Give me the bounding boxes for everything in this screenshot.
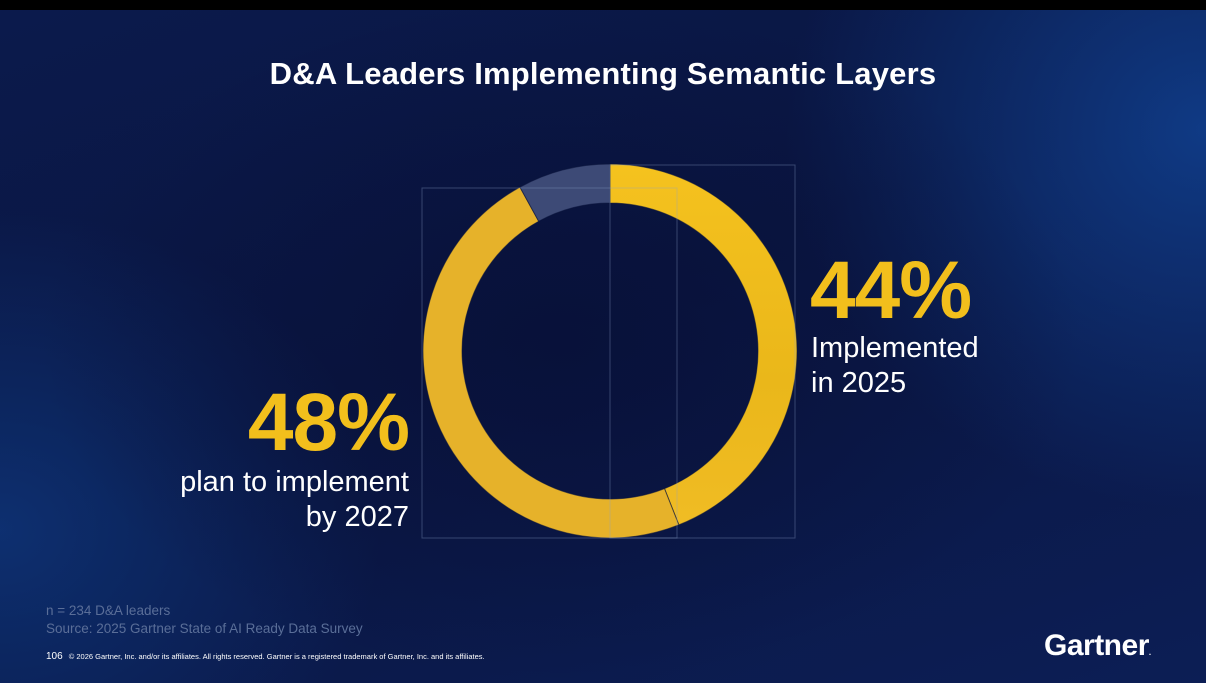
implemented-caption-line-1: Implemented	[811, 332, 979, 364]
copyright-text: © 2026 Gartner, Inc. and/or its affiliat…	[68, 652, 485, 661]
implemented-caption-line-2: in 2025	[811, 367, 907, 399]
gartner-logo: Gartner.	[1044, 629, 1151, 663]
planned-percent-label: 48%	[247, 377, 410, 468]
footnote: n = 234 D&A leaders Source: 2025 Gartner…	[46, 602, 363, 638]
planned-caption-line-2: by 2027	[305, 501, 409, 533]
donut-slice-3	[519, 163, 611, 222]
chart-title: D&A Leaders Implementing Semantic Layers	[269, 56, 937, 91]
implemented-caption: Implemented in 2025	[811, 331, 979, 401]
sample-size-note: n = 234 D&A leaders	[46, 603, 171, 618]
logo-mark: .	[1148, 648, 1151, 657]
guide-lines	[421, 164, 796, 539]
planned-caption: plan to implement by 2027	[180, 465, 409, 535]
donut-chart	[421, 163, 798, 539]
implemented-percent-label: 44%	[810, 245, 972, 336]
donut-slice-2	[422, 186, 680, 539]
page-number: 106	[46, 651, 63, 662]
slide: D&A Leaders Implementing Semantic Layers…	[0, 10, 1206, 683]
legal-footer: 106 © 2026 Gartner, Inc. and/or its affi…	[46, 651, 485, 662]
guide-rect-1	[421, 187, 678, 539]
planned-caption-line-1: plan to implement	[180, 466, 409, 498]
source-note: Source: 2025 Gartner State of AI Ready D…	[46, 621, 363, 636]
guide-rect-2	[609, 164, 796, 539]
logo-text: Gartner	[1044, 629, 1149, 662]
donut-slice-1	[609, 163, 798, 526]
